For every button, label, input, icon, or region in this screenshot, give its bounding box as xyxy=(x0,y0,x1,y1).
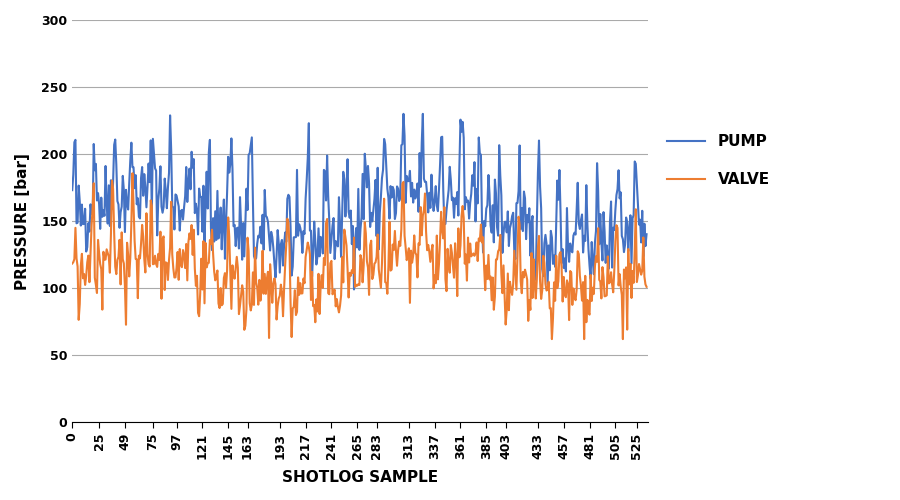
VALVE xyxy=(203,260,214,266)
Legend: PUMP, VALVE: PUMP, VALVE xyxy=(661,128,776,194)
VALVE xyxy=(529,282,540,288)
VALVE xyxy=(226,306,237,312)
VALVE xyxy=(500,292,510,298)
VALVE xyxy=(67,260,77,266)
X-axis label: SHOTLOG SAMPLE: SHOTLOG SAMPLE xyxy=(282,470,438,485)
Y-axis label: PRESSURE [bar]: PRESSURE [bar] xyxy=(15,152,30,290)
Line: VALVE: VALVE xyxy=(72,173,646,339)
VALVE xyxy=(641,284,652,290)
PUMP xyxy=(67,187,77,193)
VALVE xyxy=(514,222,525,228)
PUMP xyxy=(398,111,409,117)
VALVE xyxy=(546,336,557,342)
PUMP xyxy=(348,286,359,292)
PUMP xyxy=(530,277,541,283)
PUMP xyxy=(500,218,511,224)
PUMP xyxy=(202,206,213,212)
PUMP xyxy=(516,226,526,232)
VALVE xyxy=(224,234,235,240)
PUMP xyxy=(223,154,234,160)
Line: PUMP: PUMP xyxy=(72,114,646,290)
PUMP xyxy=(225,161,236,167)
PUMP xyxy=(641,231,652,237)
VALVE xyxy=(127,170,138,176)
